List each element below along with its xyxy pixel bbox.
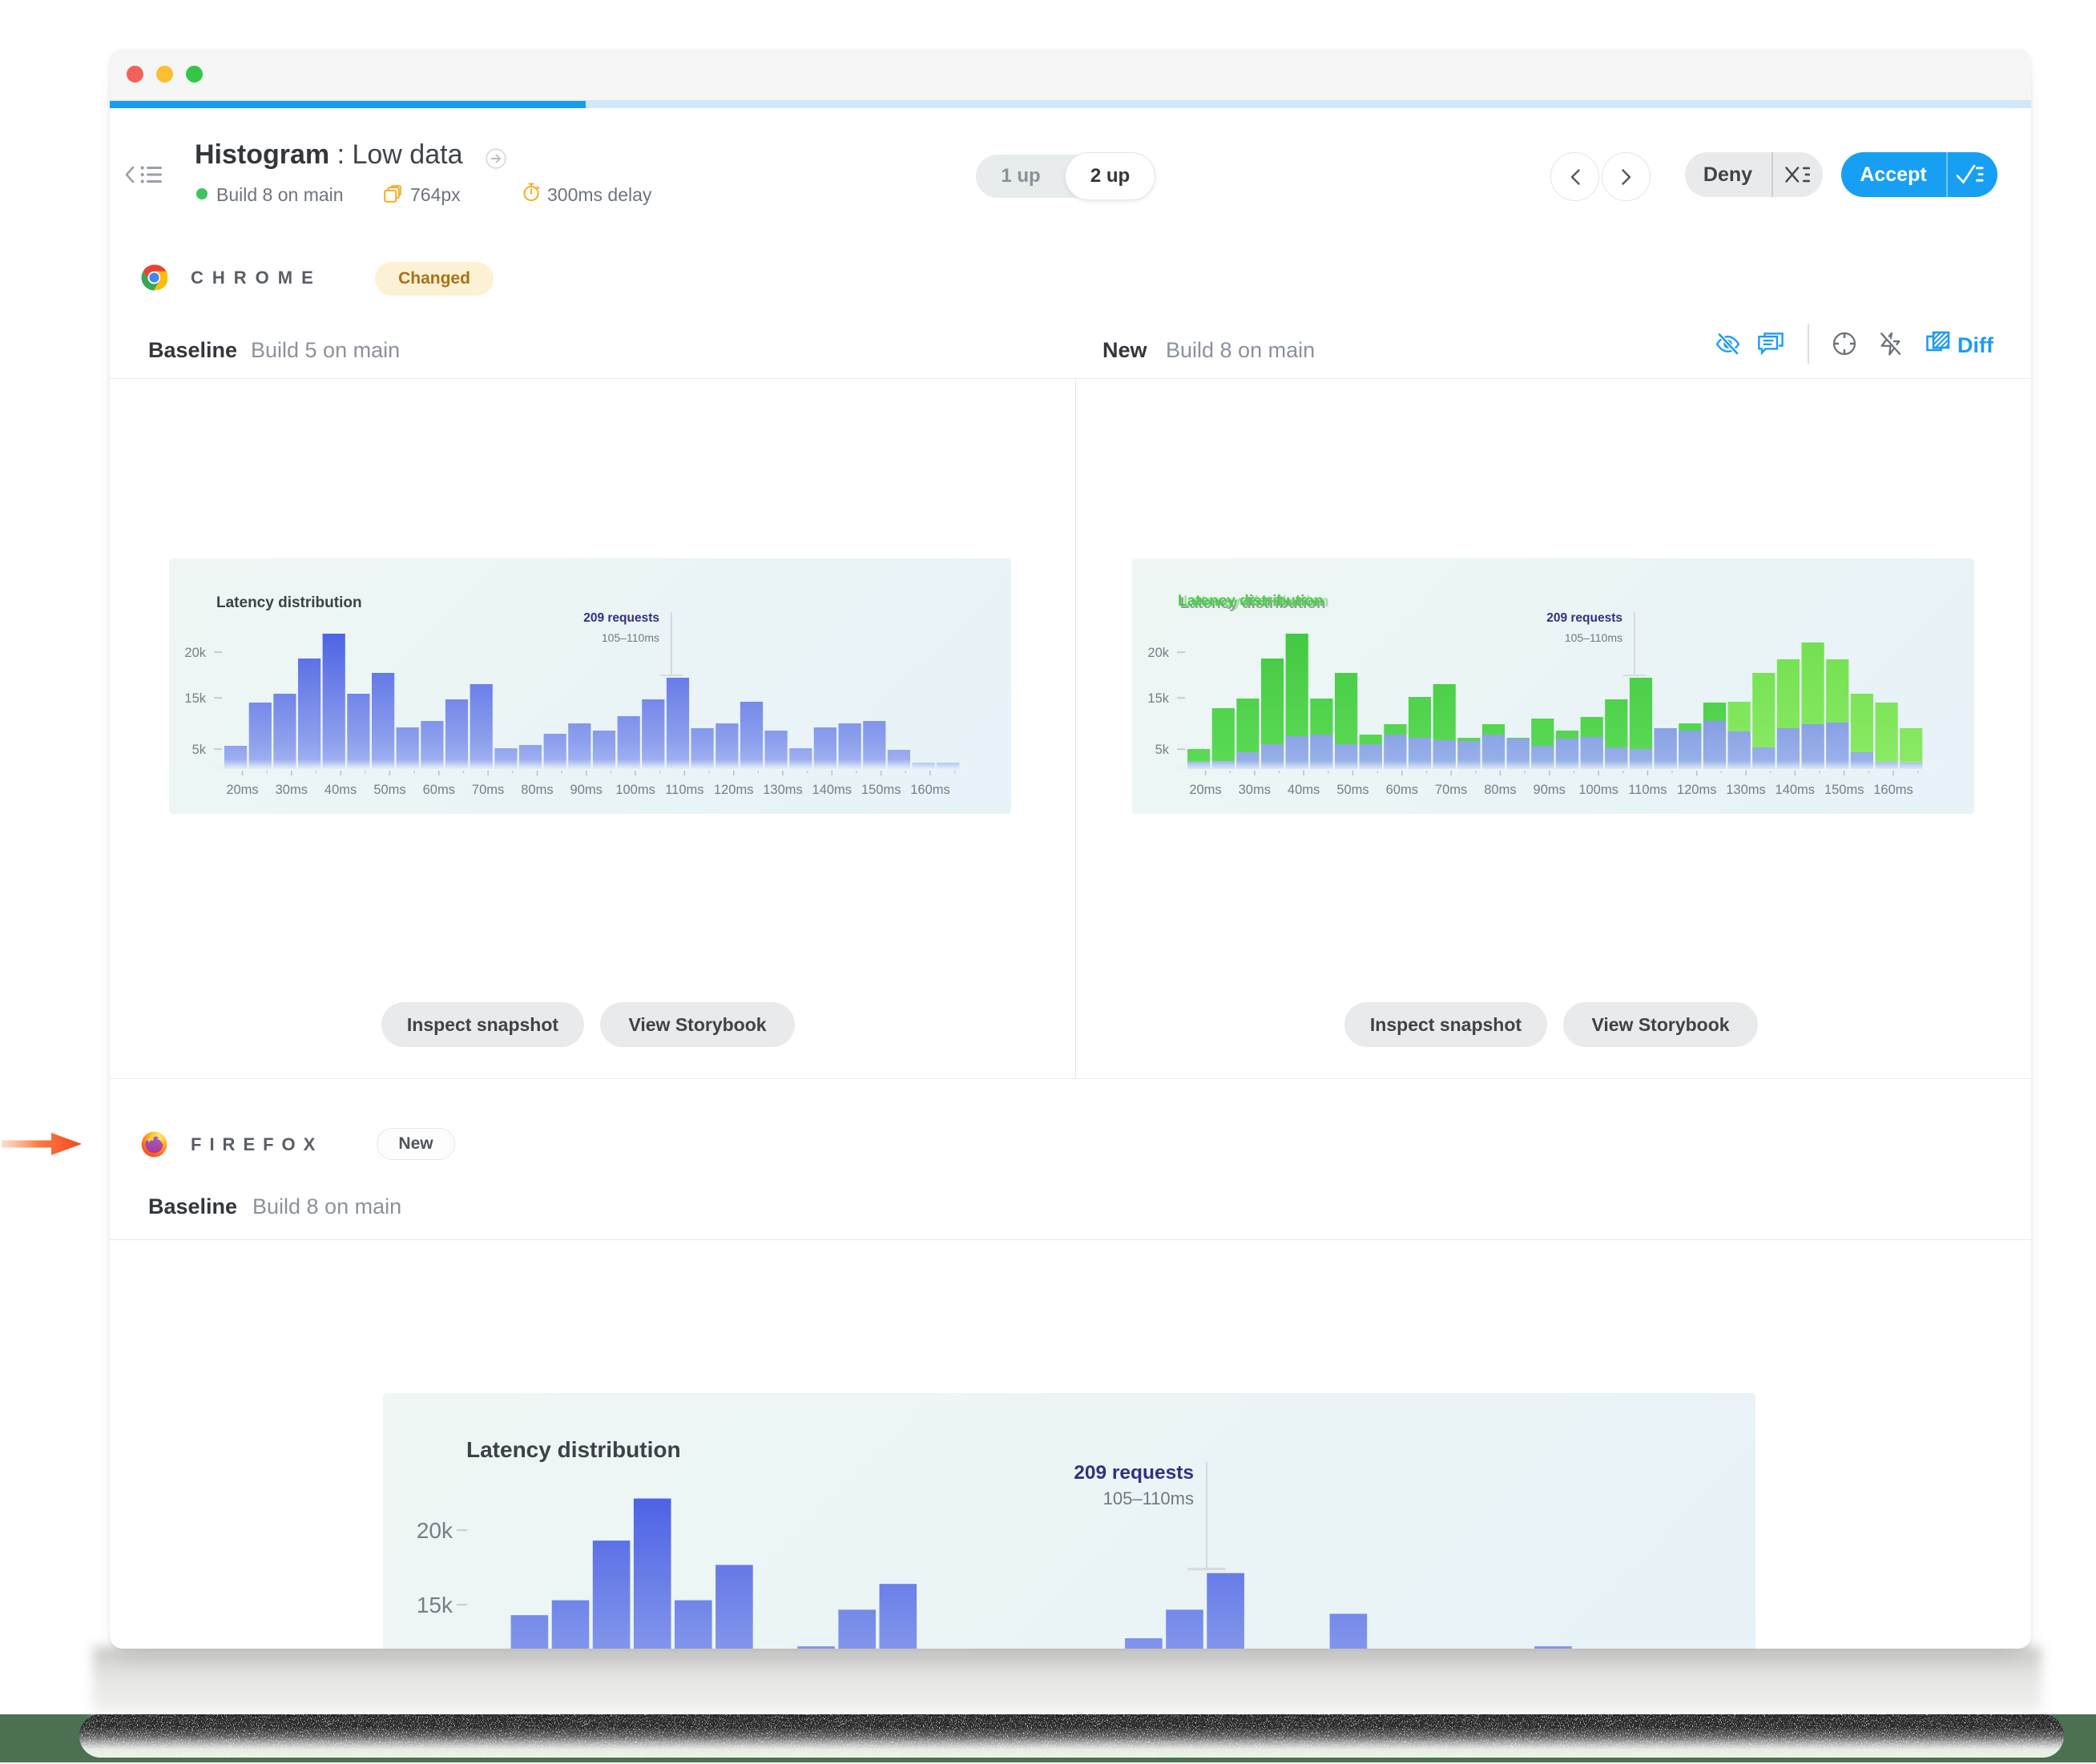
svg-text:80ms: 80ms — [1484, 783, 1516, 797]
svg-text:70ms: 70ms — [472, 783, 504, 797]
svg-text:130ms: 130ms — [763, 783, 803, 797]
svg-text:150ms: 150ms — [861, 783, 901, 797]
svg-text:30ms: 30ms — [276, 783, 308, 797]
svg-text:70ms: 70ms — [1435, 783, 1467, 797]
svg-text:160ms: 160ms — [1873, 783, 1913, 797]
svg-text:209 requests: 209 requests — [583, 611, 659, 625]
svg-text:Latency distribution: Latency distribution — [1180, 595, 1326, 612]
svg-text:Latency distribution: Latency distribution — [216, 594, 362, 611]
svg-text:110ms: 110ms — [1628, 783, 1667, 797]
svg-text:80ms: 80ms — [521, 783, 553, 797]
svg-text:20ms: 20ms — [1189, 783, 1221, 797]
svg-text:20k: 20k — [1147, 646, 1169, 660]
svg-text:105–110ms: 105–110ms — [1103, 1488, 1194, 1508]
svg-text:15k: 15k — [184, 691, 206, 706]
svg-text:40ms: 40ms — [324, 783, 357, 797]
svg-text:140ms: 140ms — [812, 783, 853, 797]
svg-text:60ms: 60ms — [1386, 783, 1418, 797]
svg-text:20ms: 20ms — [226, 783, 258, 797]
svg-text:140ms: 140ms — [1776, 783, 1816, 797]
svg-text:160ms: 160ms — [910, 783, 950, 797]
svg-text:30ms: 30ms — [1239, 783, 1271, 797]
svg-text:105–110ms: 105–110ms — [1565, 631, 1622, 644]
svg-text:20k: 20k — [184, 646, 206, 660]
svg-text:50ms: 50ms — [1336, 783, 1368, 797]
svg-text:209 requests: 209 requests — [1074, 1462, 1194, 1484]
svg-text:110ms: 110ms — [665, 783, 703, 797]
svg-text:90ms: 90ms — [570, 783, 603, 797]
svg-text:130ms: 130ms — [1726, 783, 1766, 797]
svg-text:20k: 20k — [417, 1518, 453, 1543]
svg-text:120ms: 120ms — [1677, 783, 1717, 797]
svg-text:150ms: 150ms — [1824, 783, 1864, 797]
svg-text:50ms: 50ms — [373, 783, 405, 797]
svg-text:100ms: 100ms — [615, 783, 655, 797]
svg-text:90ms: 90ms — [1534, 783, 1566, 797]
svg-text:Latency distribution: Latency distribution — [1178, 593, 1324, 610]
svg-text:60ms: 60ms — [423, 783, 455, 797]
svg-text:100ms: 100ms — [1578, 783, 1618, 797]
svg-text:Latency distribution: Latency distribution — [1183, 594, 1329, 610]
svg-text:105–110ms: 105–110ms — [602, 631, 659, 644]
svg-text:5k: 5k — [1155, 743, 1170, 757]
svg-text:40ms: 40ms — [1288, 783, 1320, 797]
svg-text:209 requests: 209 requests — [1546, 611, 1622, 625]
svg-text:Latency distribution: Latency distribution — [466, 1437, 681, 1462]
svg-text:15k: 15k — [417, 1593, 453, 1617]
svg-text:120ms: 120ms — [714, 783, 754, 797]
svg-text:5k: 5k — [192, 743, 207, 757]
svg-text:15k: 15k — [1147, 691, 1169, 706]
